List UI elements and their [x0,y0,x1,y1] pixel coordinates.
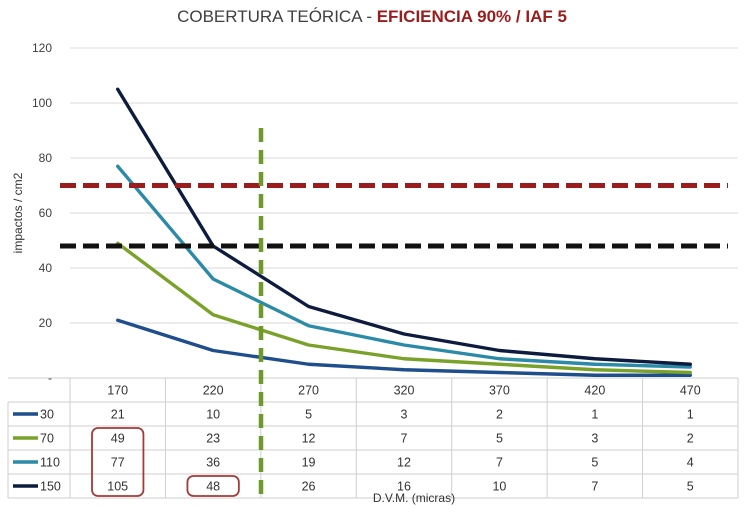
y-tick-label: 120 [32,41,52,55]
x-tick-label: 420 [584,384,605,398]
table-cell: 48 [206,480,220,494]
chart-title: COBERTURA TEÓRICA - EFICIENCIA 90% / IAF… [177,7,567,26]
series-line-30 [116,318,692,377]
table-cell: 26 [302,480,316,494]
table-cell: 16 [397,480,411,494]
table-cell: 12 [302,432,316,446]
table-cell: 12 [397,456,411,470]
table-cell: 7 [591,480,598,494]
x-tick-label: 370 [489,384,510,398]
chart-title-accent: EFICIENCIA 90% / IAF 5 [377,7,567,26]
table-cell: 3 [401,408,408,422]
table-cell: 2 [687,432,694,446]
table-cell: 1 [687,408,694,422]
table-cell: 36 [206,456,220,470]
x-tick-label: 270 [298,384,319,398]
chart-title-main: COBERTURA TEÓRICA - [177,7,377,26]
legend-label: 30 [40,408,54,422]
series-line-70 [116,241,692,375]
highlight-box [186,475,240,497]
table-cell: 5 [687,480,694,494]
highlight-box [91,427,145,497]
table-cell: 7 [496,456,503,470]
y-axis-title: impactos / cm2 [11,172,25,253]
x-tick-label: 170 [107,384,128,398]
x-tick-label: 220 [203,384,224,398]
table-cell: 5 [591,456,598,470]
table-cell: 19 [302,456,316,470]
legend-label: 110 [40,456,60,470]
table-cell: 5 [496,432,503,446]
y-tick-label: 100 [32,96,52,110]
table-cell: 23 [206,432,220,446]
y-tick-label: 60 [39,206,53,220]
table-cell: 21 [111,408,125,422]
y-tick-label: 20 [39,316,53,330]
table-cell: 10 [492,480,506,494]
table-cell: 105 [107,480,128,494]
legend-label: 70 [40,432,54,446]
table-cell: 2 [496,408,503,422]
table-cell: 5 [305,408,312,422]
table-cell: 49 [111,432,125,446]
x-tick-label: 470 [680,384,701,398]
x-axis-title: D.V.M. (micras) [373,491,455,505]
reference-lines [60,128,728,496]
series-line-110 [116,164,692,369]
table-cell: 7 [401,432,408,446]
table-cell: 4 [687,456,694,470]
x-tick-label: 320 [394,384,415,398]
highlight-boxes [91,427,240,497]
y-tick-label: 80 [39,151,53,165]
table-cell: 1 [591,408,598,422]
table-cell: 10 [206,408,220,422]
legend-label: 150 [40,480,61,494]
gridlines [70,47,738,379]
y-tick-label: 40 [39,261,53,275]
table-cell: 77 [111,456,125,470]
series-lines [116,87,692,377]
table-cell: 3 [591,432,598,446]
